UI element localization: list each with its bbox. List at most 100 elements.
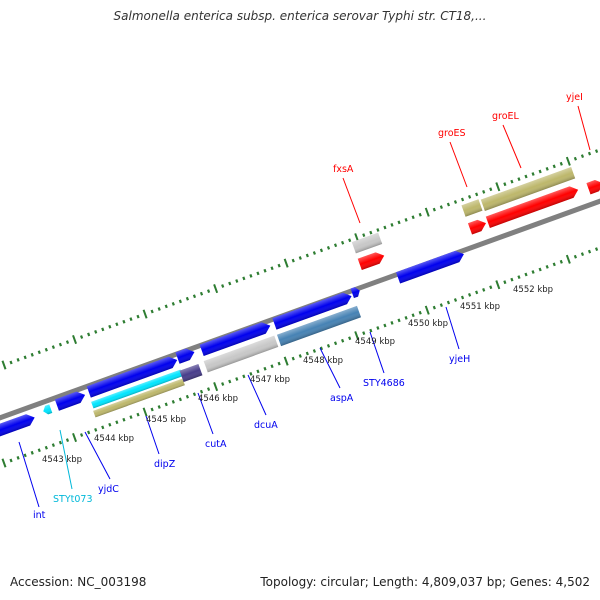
minor-tick bbox=[432, 207, 436, 212]
feature-dcua bbox=[199, 322, 271, 357]
minor-tick bbox=[341, 338, 345, 343]
minor-tick bbox=[291, 356, 295, 361]
minor-tick bbox=[545, 167, 549, 171]
feature-cuta bbox=[179, 363, 203, 383]
gene-label-yjdc[interactable]: yjdC bbox=[98, 484, 119, 495]
minor-tick bbox=[559, 259, 563, 264]
upper-tick-row bbox=[1, 149, 599, 370]
minor-tick bbox=[37, 350, 41, 355]
kbp-tick-label: 4549 kbp bbox=[355, 337, 395, 347]
minor-tick bbox=[129, 317, 133, 322]
gene-label-yjei[interactable]: yjeI bbox=[566, 92, 583, 103]
gene-label-leaders bbox=[18, 105, 591, 508]
minor-tick bbox=[333, 243, 338, 248]
kbp-tick-label: 4544 kbp bbox=[94, 434, 134, 444]
minor-tick bbox=[319, 248, 324, 253]
major-tick bbox=[72, 432, 78, 443]
minor-tick bbox=[9, 458, 13, 463]
feature-yjei bbox=[586, 180, 600, 195]
minor-tick bbox=[108, 422, 112, 427]
feature-yjdc bbox=[86, 356, 178, 398]
gene-label-groel[interactable]: groEL bbox=[492, 111, 520, 122]
minor-tick bbox=[129, 415, 133, 420]
gene-label-int[interactable]: int bbox=[33, 510, 46, 521]
kbp-tick-label: 4545 kbp bbox=[146, 415, 186, 425]
minor-tick bbox=[404, 315, 408, 320]
minor-tick bbox=[101, 327, 105, 332]
major-tick bbox=[142, 407, 148, 417]
minor-tick bbox=[94, 428, 98, 432]
minor-tick bbox=[242, 374, 246, 379]
minor-tick bbox=[411, 313, 415, 318]
minor-tick bbox=[475, 290, 479, 295]
minor-tick bbox=[150, 407, 154, 412]
gene-label-dcua[interactable]: dcuA bbox=[254, 420, 278, 431]
feature-fxsa bbox=[357, 252, 385, 271]
feature-aspa bbox=[272, 292, 352, 330]
minor-tick bbox=[206, 289, 211, 294]
minor-tick bbox=[312, 251, 316, 255]
lower-tick-row bbox=[1, 247, 599, 468]
minor-tick bbox=[524, 272, 528, 277]
kbp-tick-label: 4550 kbp bbox=[408, 319, 448, 329]
minor-tick bbox=[65, 438, 70, 442]
gene-label-cuta[interactable]: cutA bbox=[205, 439, 227, 450]
minor-tick bbox=[369, 230, 373, 235]
minor-tick bbox=[9, 360, 13, 365]
major-tick bbox=[213, 284, 219, 294]
minor-tick bbox=[108, 324, 112, 329]
minor-tick bbox=[559, 161, 563, 166]
minor-tick bbox=[178, 397, 182, 402]
minor-tick bbox=[44, 445, 48, 450]
minor-tick bbox=[277, 263, 281, 268]
minor-tick bbox=[552, 164, 556, 169]
gene-leader-line bbox=[502, 124, 522, 169]
minor-tick bbox=[319, 346, 324, 351]
gene-label-sty4686[interactable]: STY4686 bbox=[363, 378, 405, 389]
gene-leader-line bbox=[197, 392, 214, 435]
minor-tick bbox=[136, 314, 140, 319]
minor-tick bbox=[249, 273, 253, 278]
minor-tick bbox=[30, 352, 34, 357]
gene-label-dipz[interactable]: dipZ bbox=[154, 459, 176, 470]
minor-tick bbox=[460, 295, 465, 300]
minor-tick bbox=[23, 355, 27, 360]
minor-tick bbox=[376, 228, 380, 232]
minor-tick bbox=[277, 361, 281, 366]
feature-orf-small bbox=[175, 348, 195, 364]
gene-label-groes[interactable]: groES bbox=[438, 128, 466, 139]
minor-tick bbox=[270, 266, 274, 271]
gene-leader-line bbox=[445, 306, 460, 350]
gene-label-aspa[interactable]: aspA bbox=[330, 393, 354, 404]
minor-tick bbox=[30, 450, 34, 455]
minor-tick bbox=[157, 307, 161, 311]
minor-tick bbox=[221, 382, 225, 386]
minor-tick bbox=[235, 279, 239, 283]
feature-stytrna bbox=[43, 404, 53, 415]
minor-tick bbox=[404, 217, 408, 222]
minor-tick bbox=[263, 366, 267, 371]
minor-tick bbox=[594, 247, 599, 251]
minor-tick bbox=[383, 323, 387, 328]
feature-dipz-cyan bbox=[91, 369, 183, 409]
feature-yjdc-small bbox=[54, 391, 86, 411]
kbp-tick-label: 4546 kbp bbox=[198, 394, 238, 404]
gene-label-fxsa[interactable]: fxsA bbox=[333, 164, 354, 175]
minor-tick bbox=[390, 321, 394, 325]
gene-label-yjeh[interactable]: yjeH bbox=[449, 354, 470, 365]
major-tick bbox=[424, 305, 430, 315]
minor-tick bbox=[122, 417, 126, 422]
minor-tick bbox=[37, 448, 41, 453]
minor-tick bbox=[453, 200, 458, 204]
minor-tick bbox=[594, 149, 599, 153]
minor-tick bbox=[573, 156, 577, 161]
kbp-tick-label: 4548 kbp bbox=[303, 356, 343, 366]
minor-tick bbox=[489, 187, 493, 192]
minor-tick bbox=[432, 305, 436, 310]
feature-groel-khaki bbox=[480, 167, 576, 211]
kbp-tick-label: 4551 kbp bbox=[460, 302, 500, 312]
minor-tick bbox=[87, 332, 91, 337]
gene-label-styt073[interactable]: STYt073 bbox=[53, 494, 93, 505]
major-tick bbox=[354, 331, 360, 341]
minor-tick bbox=[446, 300, 451, 305]
